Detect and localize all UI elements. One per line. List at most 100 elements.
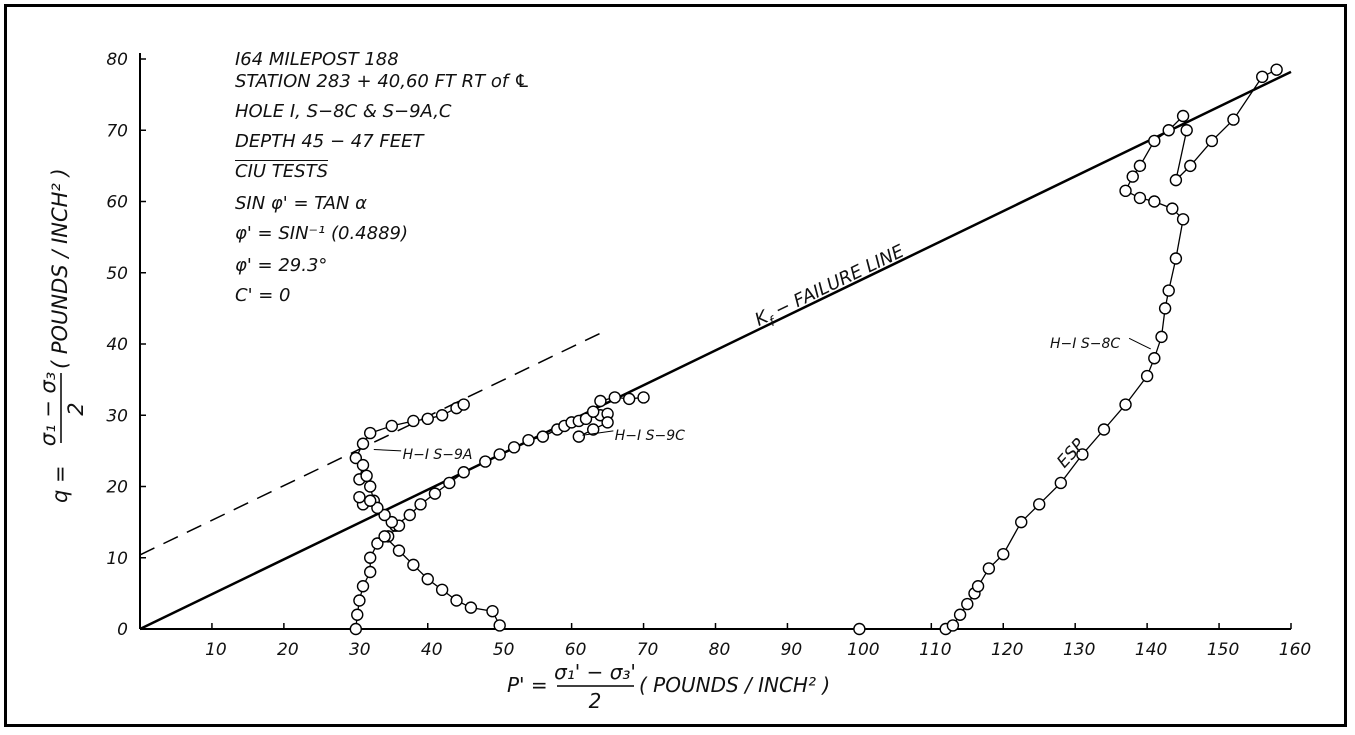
y-tick-labels: 0 10 20 30 40 50 60 70 80 — [106, 50, 128, 640]
data-point — [971, 580, 985, 593]
y-tick-label: 80 — [106, 50, 128, 70]
x-tick-label: 160 — [1279, 640, 1311, 660]
data-series — [349, 63, 1283, 636]
data-point — [364, 480, 377, 493]
data-point — [1270, 63, 1283, 76]
data-point — [364, 426, 377, 440]
data-point — [1140, 369, 1154, 383]
data-point — [414, 498, 427, 511]
failure-label-rest: − FAILURE LINE — [766, 241, 908, 324]
y-tick-label: 20 — [106, 478, 128, 498]
x-tick-label: 120 — [991, 640, 1023, 660]
data-point — [587, 423, 600, 436]
xlabel-denominator: 2 — [589, 689, 602, 713]
data-point — [479, 455, 492, 468]
y-tick-label: 10 — [106, 549, 128, 569]
note-line: HOLE I, S−8C & S−9A,C — [235, 101, 452, 122]
note-line: DEPTH 45 − 47 FEET — [235, 131, 424, 152]
data-point — [450, 594, 463, 607]
data-point — [997, 547, 1010, 561]
data-point — [536, 430, 550, 443]
data-point — [1119, 398, 1132, 411]
data-point — [1169, 252, 1183, 265]
y-tick-label: 70 — [106, 121, 128, 141]
data-point — [1256, 70, 1269, 84]
data-point — [364, 551, 377, 564]
data-point — [1126, 170, 1139, 183]
ylabel-prefix: q = — [48, 465, 72, 503]
data-point — [457, 398, 470, 411]
data-point — [507, 441, 521, 454]
x-tick-label: 140 — [1135, 640, 1167, 660]
x-axis-label: P' =σ₁' − σ₃' 2 ( POUNDS / INCH² ) — [507, 660, 830, 713]
data-point — [403, 508, 416, 522]
data-point — [356, 437, 370, 450]
data-point — [1169, 173, 1183, 187]
data-point — [464, 601, 478, 614]
data-point — [622, 392, 636, 406]
data-point — [457, 466, 470, 479]
dashed-envelope-line — [139, 329, 608, 556]
x-tick-labels: 10 20 30 40 50 60 70 80 90 100 110 120 130 140 150 160 — [205, 640, 1311, 660]
data-point — [1162, 124, 1175, 137]
data-point — [1158, 302, 1172, 315]
x-tick-label: 40 — [421, 640, 443, 660]
note-line: SIN φ' = TAN α — [235, 193, 367, 214]
esp-label: ESP — [1053, 434, 1090, 472]
data-point — [1162, 284, 1175, 297]
data-point — [1133, 191, 1147, 205]
data-point — [1148, 352, 1161, 365]
xlabel-prefix: P' = — [507, 673, 548, 697]
data-point — [493, 619, 506, 632]
data-point — [1148, 195, 1161, 208]
note-line: φ' = 29.3° — [235, 255, 328, 276]
x-tick-label: 60 — [565, 640, 587, 660]
reference-lines — [139, 70, 1292, 631]
data-point — [1227, 113, 1240, 126]
xlabel-numerator: σ₁' − σ₃' — [554, 660, 636, 684]
y-tick-label: 60 — [106, 193, 128, 213]
data-point — [1155, 330, 1168, 344]
data-point — [392, 544, 406, 557]
data-point — [356, 580, 370, 593]
data-point — [946, 619, 960, 632]
data-point — [378, 530, 391, 543]
ylabel-units: ( POUNDS / INCH² ) — [48, 168, 72, 369]
x-tick-label: 20 — [277, 640, 299, 660]
chart-frame: 10 20 30 40 50 60 70 80 90 100 110 120 130 140 150 160 … — [4, 4, 1347, 727]
data-point — [493, 448, 506, 461]
note-line: I64 MILEPOST 188 — [235, 49, 399, 70]
note-ciu: CIU TESTS — [235, 161, 328, 182]
data-point — [853, 622, 866, 636]
data-point — [360, 469, 373, 483]
x-tick-label: 100 — [847, 640, 879, 660]
data-point — [1133, 159, 1147, 173]
note-line: φ' = SIN⁻¹ (0.4889) — [235, 223, 409, 244]
x-tick-label: 30 — [349, 640, 371, 660]
data-point — [1076, 448, 1089, 461]
data-point — [1148, 134, 1161, 148]
data-point — [637, 391, 650, 404]
data-point — [378, 508, 391, 522]
data-point — [953, 608, 967, 621]
ylabel-denominator: 2 — [64, 402, 88, 415]
data-point — [349, 622, 363, 636]
data-point — [351, 608, 364, 621]
label-leader — [1128, 337, 1151, 350]
label-leader — [582, 430, 614, 436]
data-point — [385, 515, 398, 529]
data-point — [1180, 124, 1193, 137]
data-point — [1119, 184, 1132, 198]
data-point — [407, 558, 420, 572]
y-tick-label: 40 — [106, 335, 128, 355]
failure-line — [139, 70, 1292, 631]
data-point — [364, 565, 377, 579]
data-point — [1166, 202, 1179, 215]
data-point — [428, 487, 442, 500]
x-tick-label: 50 — [493, 640, 515, 660]
data-point — [421, 412, 434, 426]
data-point — [1184, 159, 1197, 173]
data-point — [435, 409, 449, 422]
x-tick-label: 130 — [1063, 640, 1095, 660]
data-point — [356, 458, 370, 472]
